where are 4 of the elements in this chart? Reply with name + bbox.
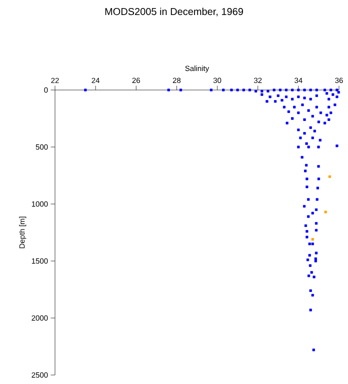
point xyxy=(328,175,331,178)
point xyxy=(324,210,327,214)
point xyxy=(311,238,314,241)
chart-title: MODS2005 in December, 1969 xyxy=(105,8,243,16)
